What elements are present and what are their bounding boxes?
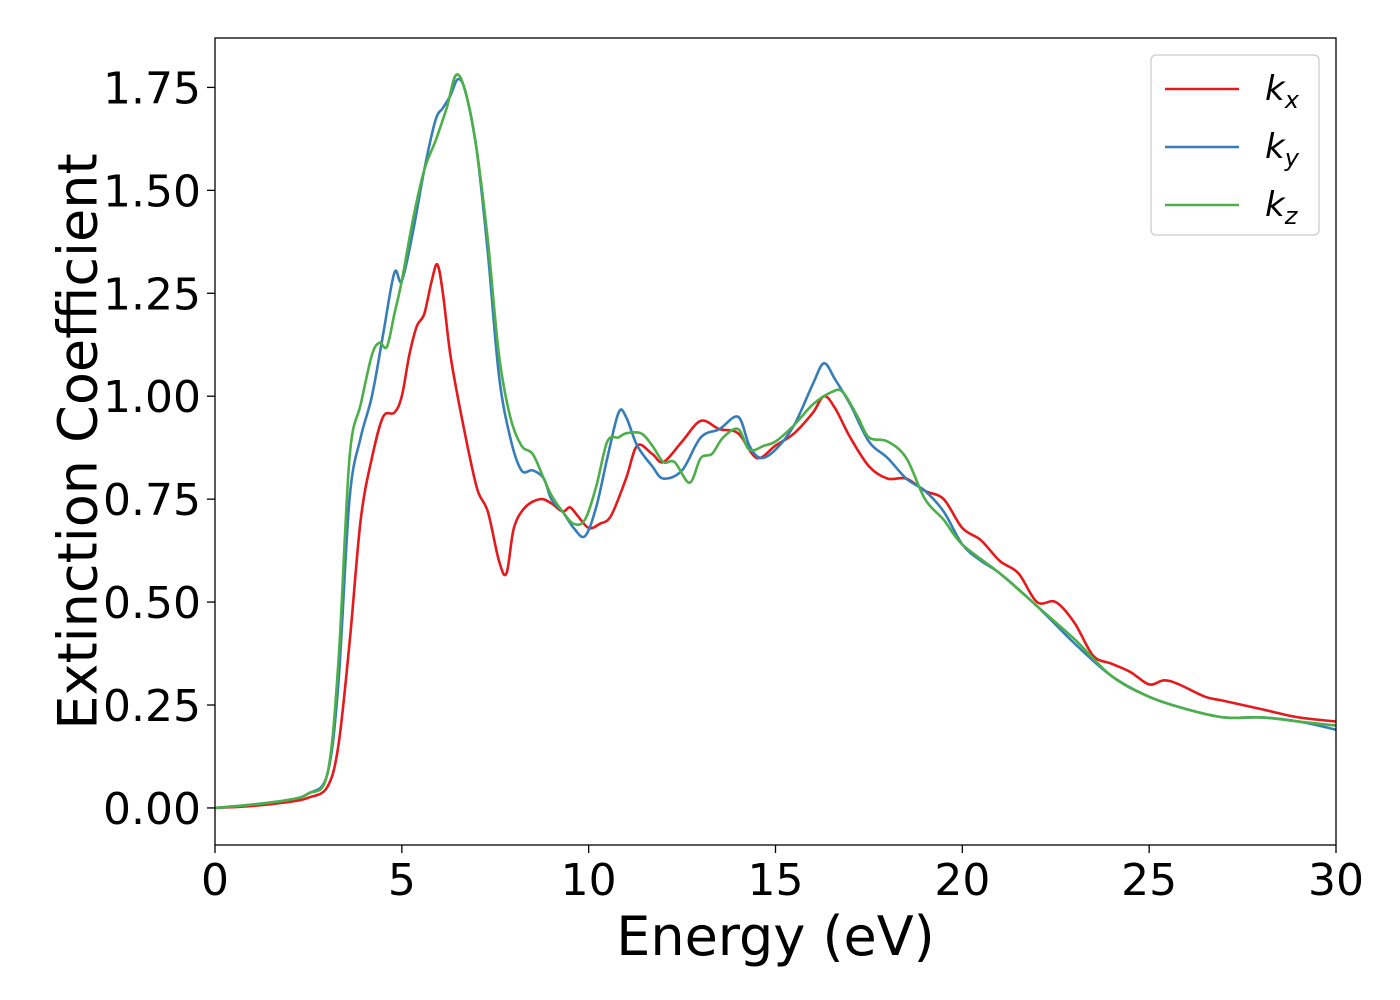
legend-label-y: ky: [1265, 127, 1300, 172]
x-axis-title: Energy (eV): [616, 905, 935, 968]
legend-label-z: kz: [1265, 185, 1299, 230]
x-tick-label: 25: [1121, 855, 1177, 906]
legend-box: [1150, 54, 1320, 236]
legend-label-x: kx: [1265, 69, 1300, 114]
y-tick-label: 0.25: [103, 681, 201, 732]
legend: kx ky kz: [1150, 54, 1320, 236]
y-tick-label: 1.00: [103, 372, 201, 423]
axes-layer: 0 5 10 15 20 25 30 0.00 0.25 0.50 0.75 1.00 1.25 1.50…: [103, 37, 1364, 906]
x-tick-label: 0: [201, 855, 229, 906]
y-tick-label: 0.50: [103, 578, 201, 629]
x-tick-label: 10: [561, 855, 617, 906]
x-tick-label: 5: [388, 855, 416, 906]
series-layer: [215, 73, 1336, 810]
y-tick-label: 0.00: [103, 784, 201, 835]
y-tick-label: 1.75: [103, 63, 201, 114]
x-tick-label: 20: [934, 855, 990, 906]
x-tick-label: 15: [748, 855, 804, 906]
series-line-z: [215, 73, 1336, 810]
x-tick-label: 30: [1308, 855, 1364, 906]
y-tick-label: 1.50: [103, 166, 201, 217]
y-tick-label: 0.75: [103, 475, 201, 526]
y-axis-title: Extinction Coefficient: [47, 153, 110, 729]
y-tick-label: 1.25: [103, 269, 201, 320]
